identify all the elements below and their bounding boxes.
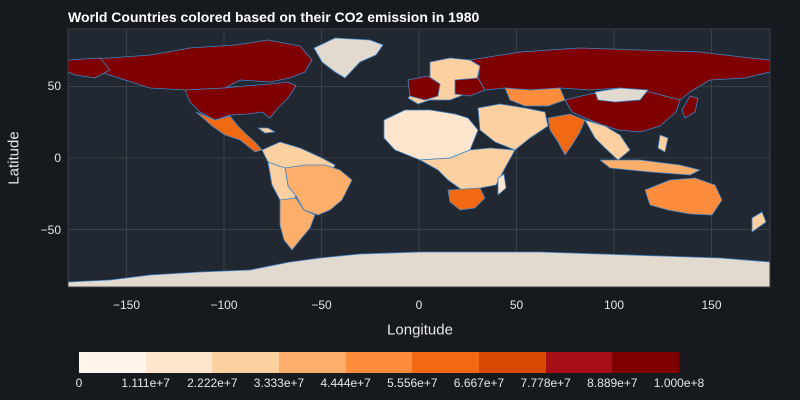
colorbar-tick-label: 7.778e+7 [520,376,571,390]
region-philippines[interactable] [657,134,669,153]
colorbar-segment [479,352,546,373]
colorbar-tick-label: 0 [75,376,83,390]
colorbar-tick-label: 6.667e+7 [453,376,505,390]
region-south-africa[interactable] [447,187,486,211]
region-new-zealand[interactable] [751,211,767,233]
colorbar-tick-label: 2.222e+7 [187,376,238,390]
x-axis-label: Longitude [387,321,453,339]
x-tick-label: 0 [415,298,423,312]
region-madagascar[interactable] [497,173,507,196]
region-greenland[interactable] [313,37,384,79]
colorbar-tick-label: 1.111e+7 [121,376,170,390]
colorbar-tick-label: 1.000e+8 [653,376,705,390]
x-tick-label: −150 [112,298,141,312]
plot-frame [67,28,771,288]
x-tick-label: 100 [603,298,625,312]
region-india[interactable] [547,113,586,156]
region-indonesia[interactable] [599,159,701,176]
colorbar-tick-label: 4.444e+7 [320,376,371,390]
colorbar-tick-label: 5.556e+7 [387,376,438,390]
region-southeast-asia[interactable] [584,119,631,161]
region-canada[interactable] [68,39,313,91]
region-caribbean[interactable] [257,127,276,134]
colorbar-segment [345,352,413,373]
x-tick-label: −50 [311,298,332,312]
region-australia[interactable] [644,177,723,216]
y-tick-label: 50 [47,79,61,94]
colorbar-segment [212,352,280,373]
colorbar-tick-label: 3.333e+7 [253,376,305,390]
x-tick-label: 150 [701,298,722,312]
region-eastern-europe[interactable] [454,77,486,97]
region-western-europe[interactable] [407,75,441,101]
region-russia[interactable] [469,47,770,101]
colorbar-segment [145,352,213,373]
region-mexico[interactable] [195,111,263,153]
region-usa[interactable] [184,81,297,121]
region-antarctica[interactable] [68,251,770,287]
region-japan[interactable] [681,95,699,119]
colorbar [79,352,680,373]
colorbar-segment [545,352,613,373]
y-tick-label: −50 [40,222,61,237]
colorbar-segment [612,352,680,373]
region-alaska[interactable] [68,57,111,79]
colorbar-segment [279,352,346,373]
x-tick-label: 50 [509,298,524,312]
y-tick-label: 0 [54,151,61,165]
colorbar-segment [79,352,146,373]
region-mongolia[interactable] [594,87,649,103]
region-kazakhstan[interactable] [504,87,566,107]
x-tick-label: −100 [210,298,238,312]
colorbar-tick-label: 8.889e+7 [587,376,638,390]
chart-title: World Countries colored based on their C… [68,9,480,25]
region-argentina[interactable] [279,197,316,251]
region-middle-east[interactable] [477,103,549,151]
region-north-africa[interactable] [383,109,479,161]
colorbar-segment [412,352,480,373]
